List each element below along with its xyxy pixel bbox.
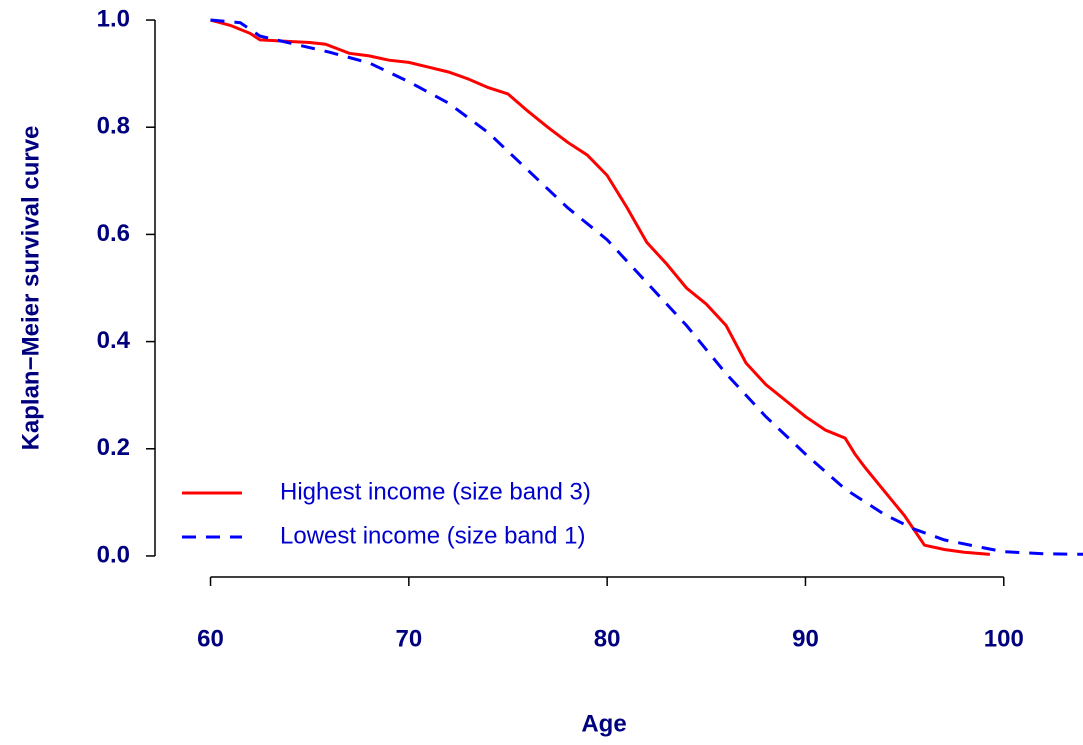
y-tick-label: 0.6 bbox=[97, 220, 130, 247]
x-tick-label: 70 bbox=[395, 625, 422, 652]
x-axis-label: Age bbox=[581, 710, 626, 737]
legend-label: Lowest income (size band 1) bbox=[280, 522, 585, 549]
y-tick-label: 0.8 bbox=[97, 113, 130, 140]
x-tick-label: 90 bbox=[792, 625, 819, 652]
y-tick-label: 0.4 bbox=[97, 327, 131, 354]
survival-curve bbox=[210, 18, 1083, 556]
x-tick-label: 100 bbox=[984, 625, 1024, 652]
y-axis-label: Kaplan−Meier survival curve bbox=[17, 126, 44, 451]
y-tick-label: 0.0 bbox=[97, 541, 130, 568]
y-tick-label: 1.0 bbox=[97, 5, 130, 32]
x-tick-label: 60 bbox=[197, 625, 224, 652]
survival-curve bbox=[210, 18, 991, 556]
legend-label: Highest income (size band 3) bbox=[280, 478, 591, 505]
y-tick-label: 0.2 bbox=[97, 434, 130, 461]
x-tick-label: 80 bbox=[594, 625, 621, 652]
